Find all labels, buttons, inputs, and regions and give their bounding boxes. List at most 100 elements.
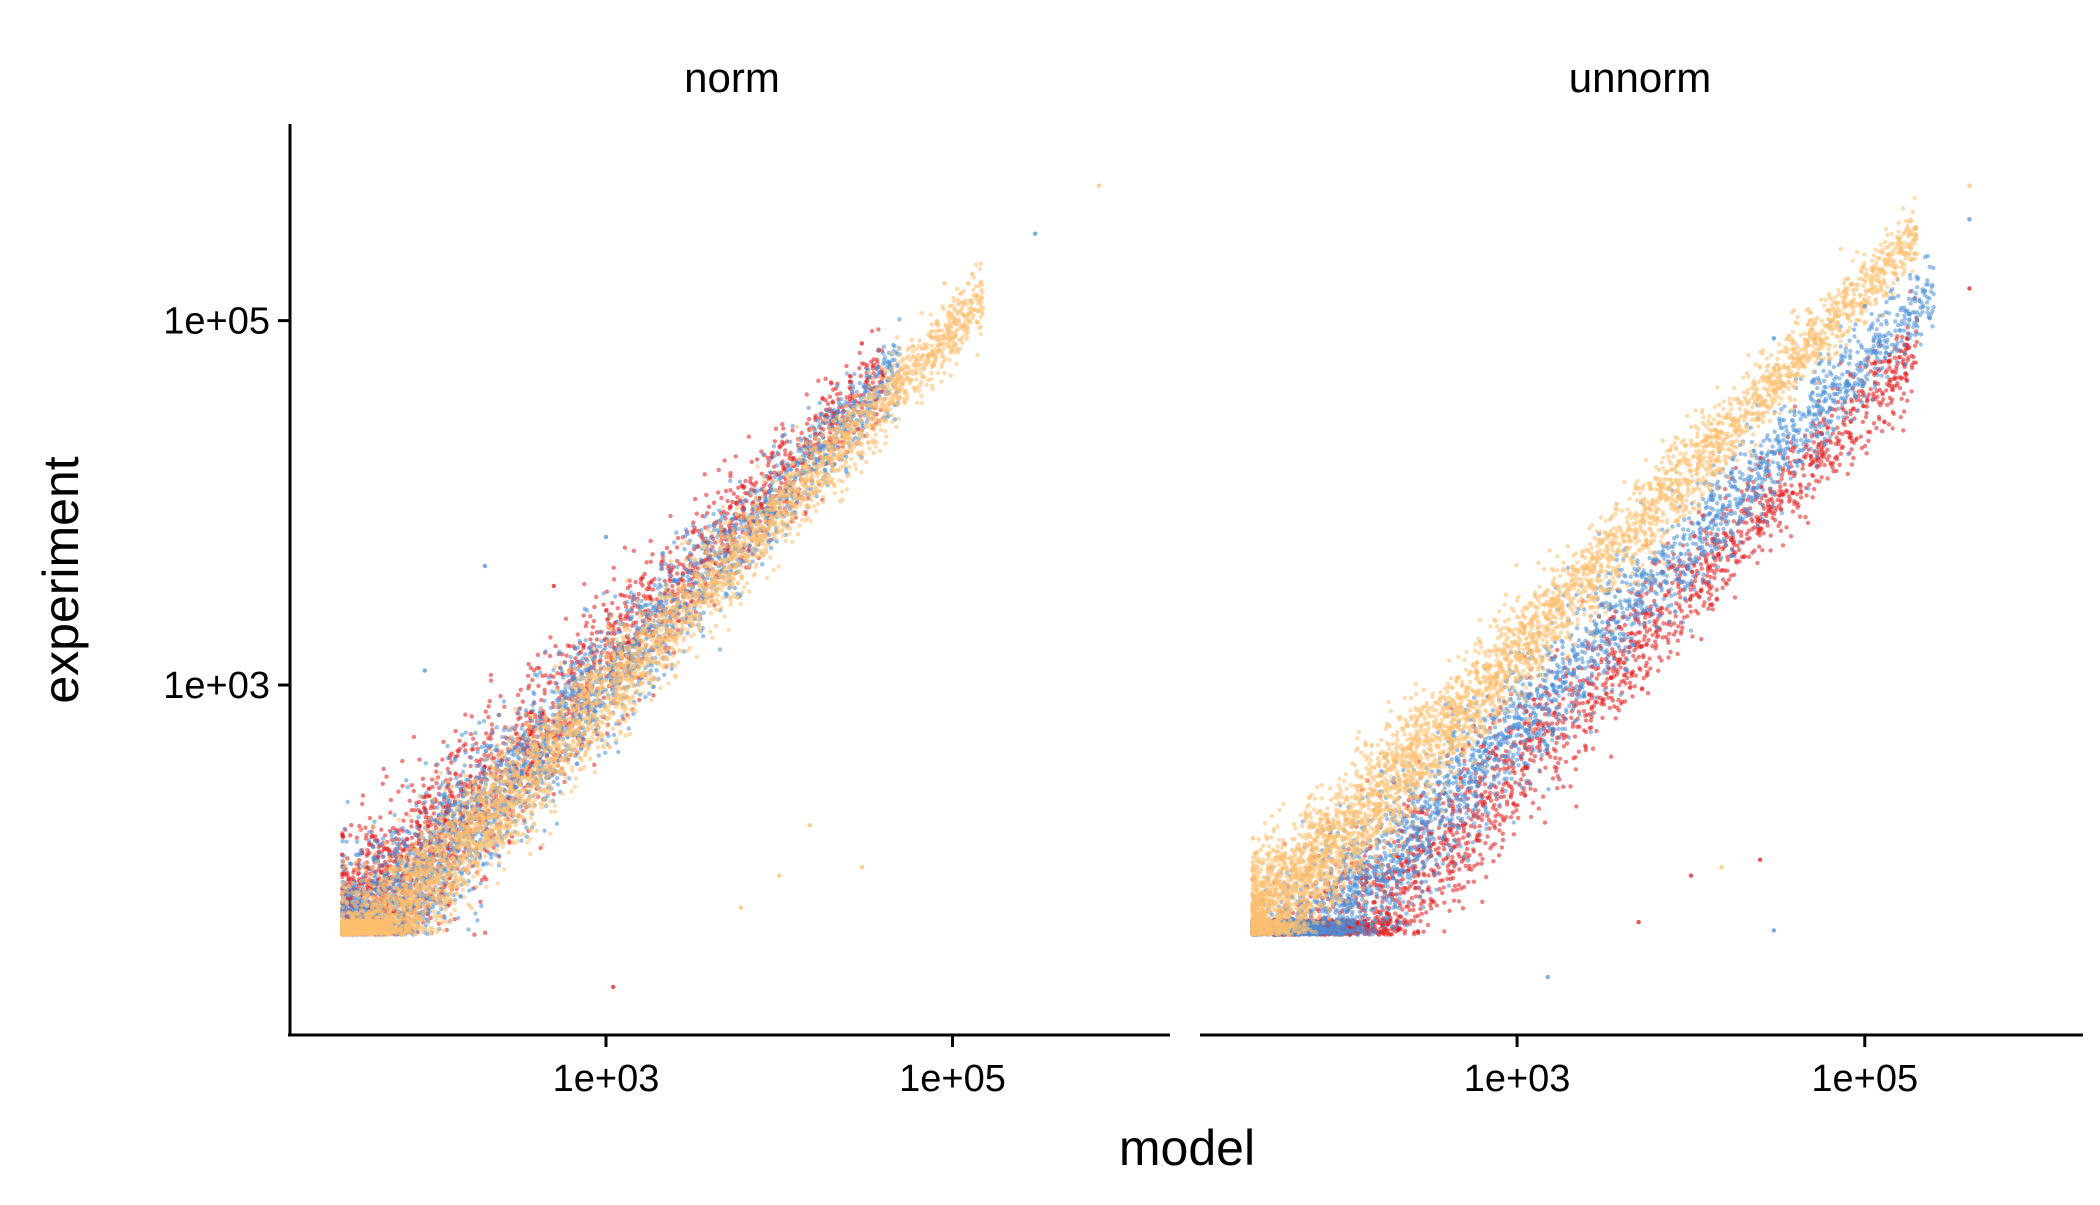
data-point (799, 430, 804, 436)
data-point (475, 918, 480, 923)
data-point (848, 374, 853, 379)
data-point (473, 911, 478, 916)
data-point (396, 789, 401, 794)
data-point (518, 687, 523, 692)
data-point (636, 591, 641, 597)
data-point (825, 401, 831, 406)
data-point (380, 781, 385, 786)
data-point (395, 844, 400, 849)
data-point (816, 378, 821, 383)
data-point (341, 853, 347, 859)
data-point (575, 645, 581, 650)
data-point (435, 762, 440, 767)
data-point (716, 467, 721, 473)
data-point (558, 666, 564, 671)
data-point (765, 463, 771, 468)
data-point (620, 713, 625, 718)
data-point (601, 695, 607, 700)
data-point (519, 838, 524, 843)
data-point (897, 317, 902, 322)
data-point (400, 825, 405, 831)
data-point (767, 470, 773, 475)
data-point (719, 495, 724, 501)
data-point (479, 744, 484, 750)
data-point (627, 594, 632, 600)
data-point (379, 827, 384, 832)
data-point (563, 616, 569, 621)
data-point (449, 794, 455, 799)
data-point (503, 741, 509, 747)
data-point (551, 791, 556, 797)
data-point (456, 793, 461, 799)
data-point (870, 366, 875, 371)
data-point (668, 550, 673, 555)
data-point (682, 547, 687, 552)
data-point (648, 601, 653, 607)
data-point (474, 758, 479, 763)
data-point (393, 836, 399, 841)
data-point (631, 548, 637, 553)
data-point (414, 803, 419, 808)
data-point (381, 766, 386, 772)
data-point (588, 637, 593, 642)
data-point (526, 686, 531, 691)
data-point (683, 527, 689, 532)
data-point (532, 691, 537, 697)
data-point (532, 672, 538, 677)
data-point (473, 730, 478, 736)
data-point (857, 366, 862, 371)
data-point (525, 673, 531, 678)
data-point (428, 915, 433, 921)
data-point (841, 408, 846, 414)
data-point (361, 873, 367, 878)
data-point (412, 831, 418, 836)
data-point (702, 514, 708, 519)
data-point (806, 416, 812, 422)
data-point (414, 819, 420, 824)
data-point (481, 719, 487, 724)
data-point (881, 344, 887, 349)
data-point (670, 583, 675, 589)
data-point (462, 763, 467, 768)
data-point (342, 826, 347, 832)
data-point (650, 587, 656, 592)
data-point (568, 654, 573, 660)
data-point (554, 697, 560, 703)
data-point (479, 903, 484, 909)
data-point (688, 551, 693, 556)
data-point (882, 355, 888, 360)
data-point (643, 694, 648, 700)
data-point (674, 545, 680, 550)
data-point (470, 747, 476, 752)
data-point (409, 818, 414, 824)
data-point (501, 699, 507, 704)
data-point (598, 654, 603, 659)
data-point (364, 832, 369, 838)
data-point (603, 750, 608, 755)
data-point (407, 798, 412, 803)
data-point (781, 426, 786, 431)
data-point (485, 736, 491, 741)
data-point (562, 779, 567, 785)
data-point (743, 490, 748, 496)
data-point (463, 781, 468, 787)
data-point (488, 678, 494, 683)
data-point (401, 818, 406, 823)
data-point (857, 380, 862, 386)
data-point (430, 784, 435, 790)
data-point (486, 704, 491, 709)
data-point (589, 631, 595, 636)
data-point (496, 853, 501, 858)
data-point (650, 605, 656, 611)
data-point (575, 652, 581, 657)
data-point (474, 763, 479, 769)
data-point (640, 583, 645, 588)
data-point (472, 932, 477, 937)
data-point (465, 777, 471, 782)
data-point (469, 755, 474, 760)
data-point (424, 790, 429, 796)
data-point (651, 693, 656, 698)
data-point (575, 632, 580, 637)
data-point (423, 761, 428, 766)
data-point (647, 586, 652, 592)
